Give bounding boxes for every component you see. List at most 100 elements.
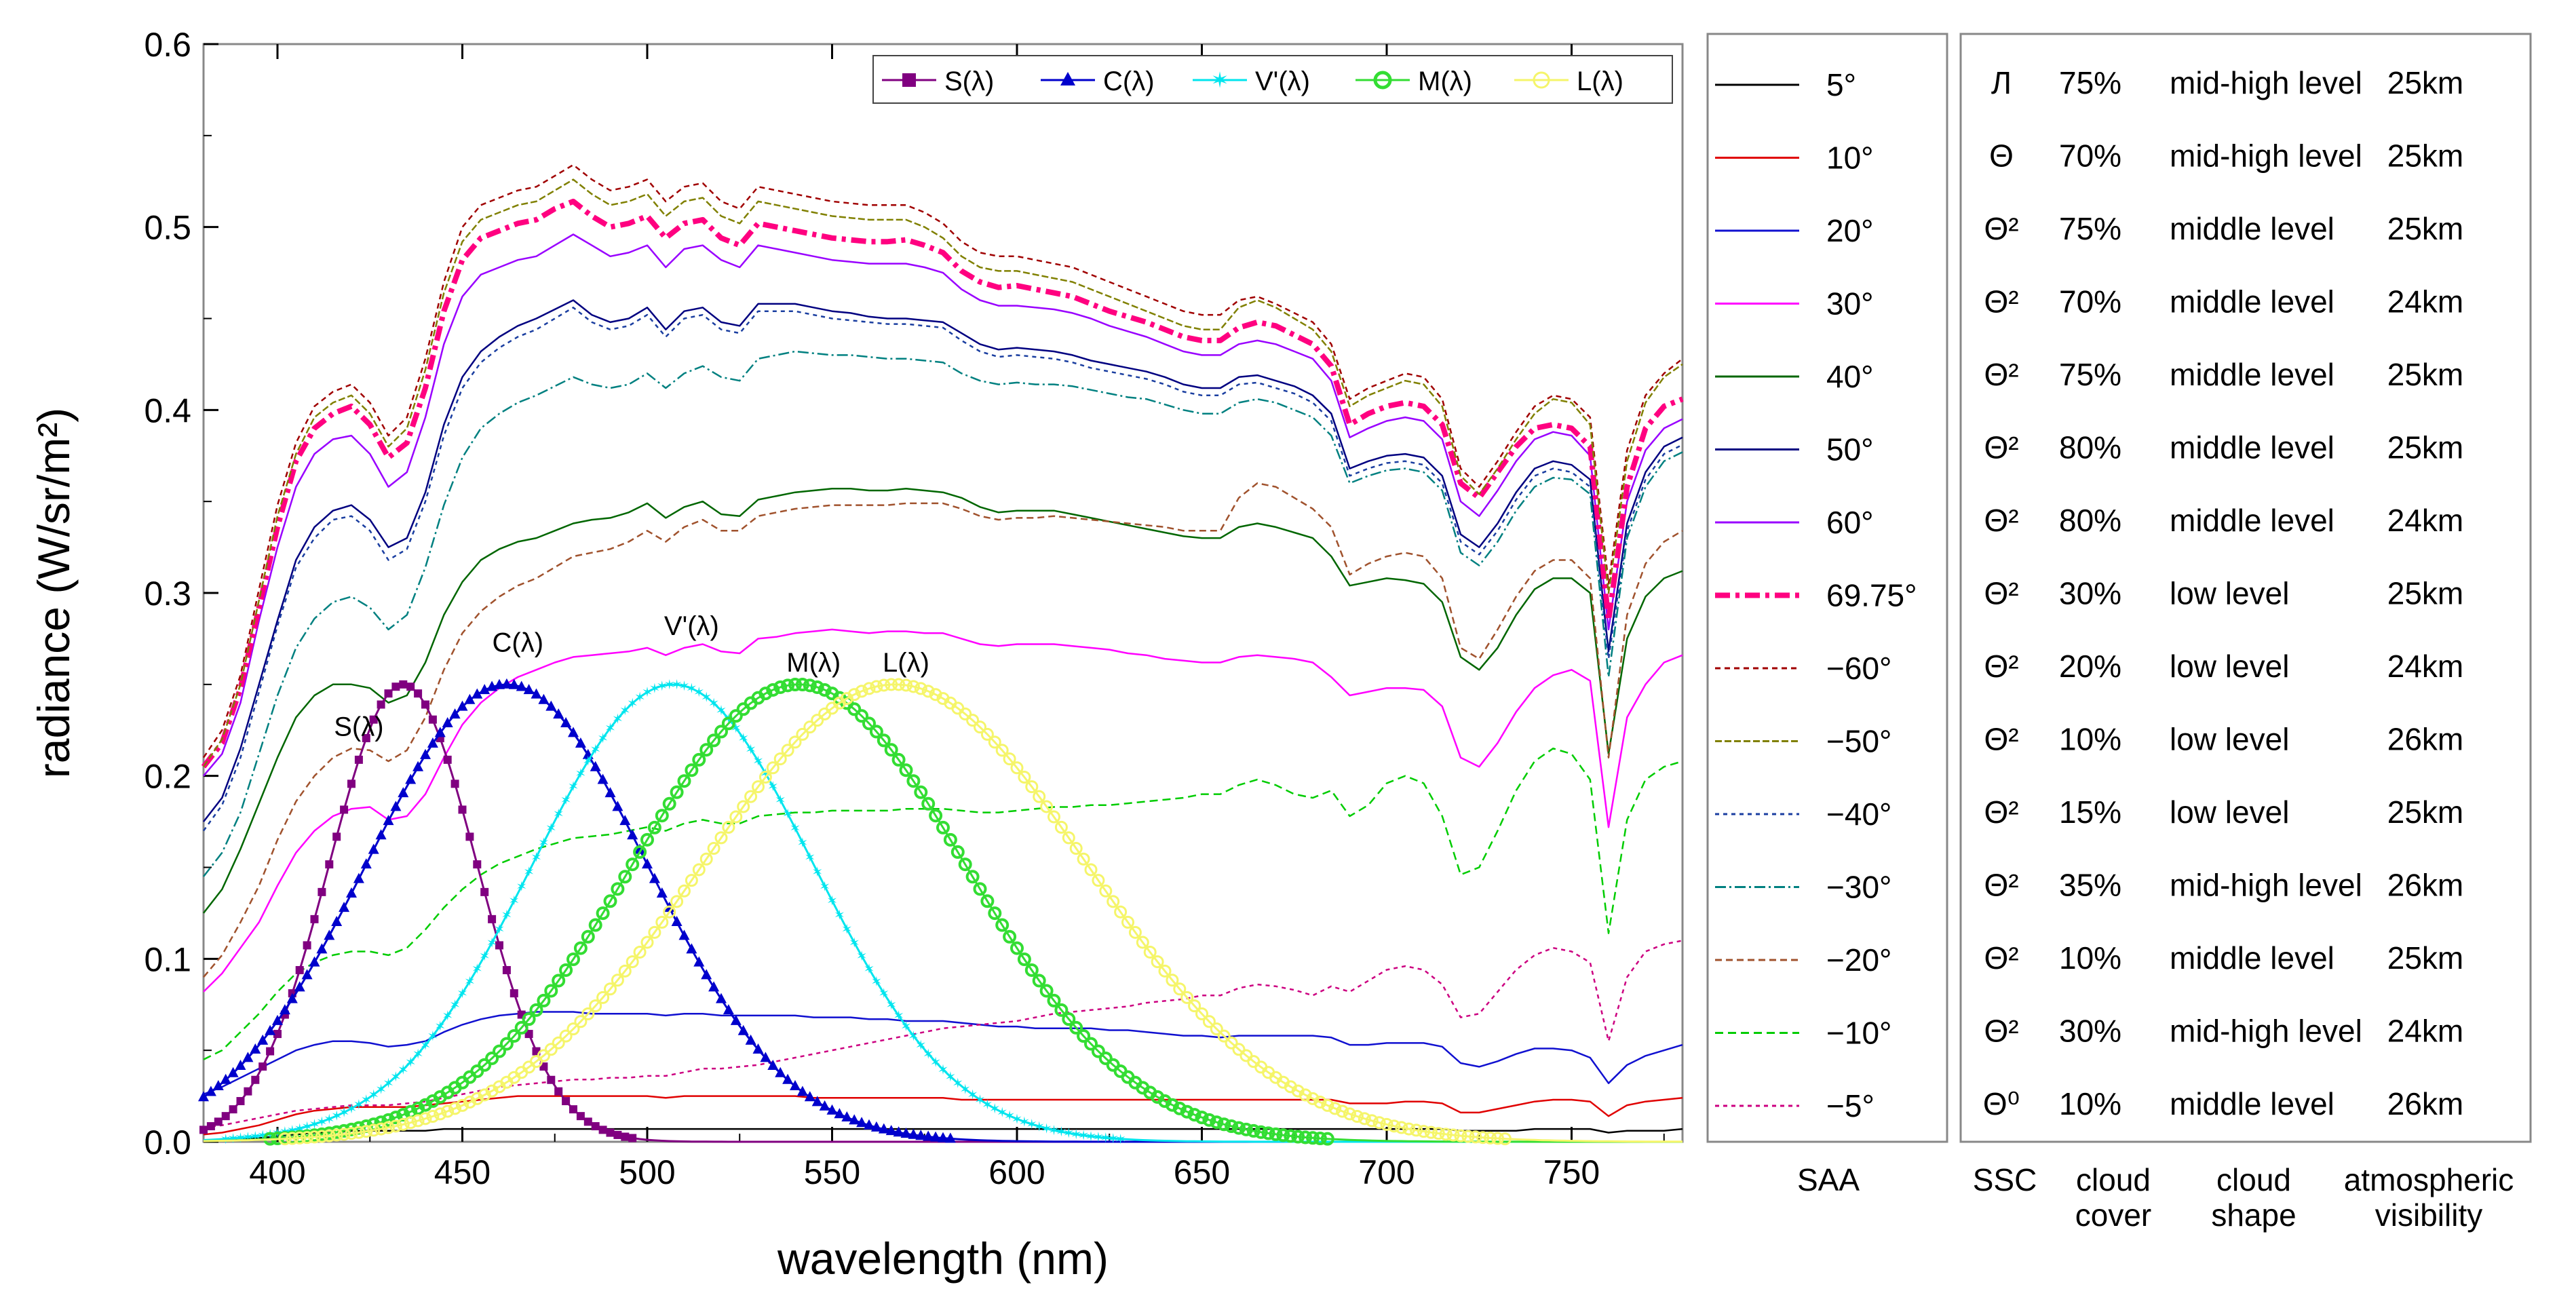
bandpass-marker [1032, 974, 1046, 988]
saa-legend-label: 50° [1826, 432, 1874, 467]
bandpass-marker [1387, 1119, 1401, 1133]
bandpass-marker [545, 700, 557, 711]
bandpass-marker [642, 858, 653, 869]
bandpass-marker: ✶ [1026, 1117, 1037, 1132]
conditions-cell: mid-high level [2170, 868, 2362, 903]
bandpass-marker [346, 887, 357, 898]
bandpass-marker [1107, 895, 1120, 908]
bandpass-marker [1239, 1122, 1253, 1136]
bandpass-marker [251, 1075, 260, 1084]
bandpass-marker [1306, 1131, 1320, 1145]
bandpass-marker [568, 727, 579, 737]
bandpass-marker: ✶ [398, 1062, 409, 1077]
bandpass-marker: ✶ [346, 1102, 358, 1117]
conditions-cell: low level [2170, 576, 2289, 611]
conditions-cell: Θ² [1984, 1014, 2018, 1049]
bandpass-marker [1320, 1132, 1334, 1146]
conditions-cell: 30% [2059, 576, 2121, 611]
bandpass-marker [737, 1024, 749, 1035]
bandpass-marker: ✶ [494, 922, 505, 937]
bandpass-curve-label: M(λ) [786, 648, 841, 678]
bandpass-marker [367, 1123, 381, 1137]
bandpass-marker [1017, 952, 1031, 966]
bandpass-marker: ✶ [360, 1093, 372, 1108]
bandpass-marker [906, 680, 920, 693]
spectrum-line [202, 178, 1683, 767]
bandpass-marker [523, 684, 535, 695]
bandpass-marker [345, 1127, 358, 1140]
bandpass-marker [856, 1117, 868, 1128]
bandpass-marker [1484, 1131, 1497, 1144]
conditions-cell: Θ² [1984, 576, 2018, 611]
bandpass-marker: ✶ [449, 998, 461, 1013]
spectrum-line [203, 1095, 1683, 1136]
bandpass-marker [597, 773, 609, 784]
bandpass-marker [458, 805, 467, 814]
bandpass-marker: ✶ [790, 822, 801, 836]
bandpass-marker [908, 1128, 919, 1139]
conditions-header: visibility [2375, 1197, 2482, 1233]
spectrum-line [203, 628, 1683, 993]
bandpass-marker: ✶ [464, 974, 476, 989]
bandpass-marker [559, 963, 573, 977]
bandpass-marker [921, 796, 936, 811]
bandpass-marker [199, 1126, 208, 1134]
bandpass-marker [419, 1112, 432, 1126]
x-tick-label: 700 [1358, 1153, 1415, 1191]
bandpass-marker [295, 965, 304, 974]
legend-swatch-marker [1373, 71, 1392, 90]
bandpass-marker [347, 780, 355, 788]
bandpass-marker [507, 1029, 521, 1043]
spectrum-line [203, 482, 1683, 978]
bandpass-marker [257, 1034, 269, 1045]
bandpass-marker [627, 829, 638, 840]
bandpass-marker [537, 993, 551, 1007]
bandpass-marker [847, 688, 861, 701]
bandpass-marker [613, 1130, 622, 1139]
bandpass-marker [938, 1132, 948, 1142]
bandpass-marker [510, 989, 518, 998]
bandpass-marker [529, 1003, 543, 1017]
spectrum-line [203, 299, 1683, 822]
bandpass-marker [1033, 790, 1046, 803]
bandpass-marker [604, 982, 617, 996]
bandpass-marker [892, 678, 906, 691]
bandpass-marker: ✶ [538, 836, 550, 851]
bandpass-marker [752, 1043, 764, 1054]
bandpass-marker [310, 915, 319, 923]
bandpass-marker: ✶ [412, 1047, 424, 1062]
saa-legend-label: 20° [1826, 213, 1874, 248]
bandpass-marker: ✶ [642, 685, 653, 700]
x-tick-label: 500 [619, 1153, 675, 1191]
bandpass-marker [472, 688, 483, 699]
bandpass-marker [583, 1117, 592, 1126]
bandpass-marker [573, 941, 588, 955]
bandpass-marker [677, 774, 691, 788]
saa-legend-label: 60° [1826, 505, 1874, 540]
bandpass-marker [1276, 1128, 1290, 1142]
saa-legend-label: −10° [1826, 1016, 1891, 1051]
bandpass-marker [619, 815, 631, 826]
bandpass-marker [266, 1047, 275, 1056]
bandpass-marker [656, 887, 668, 898]
bandpass-marker [795, 677, 809, 691]
bandpass-marker [524, 1030, 533, 1039]
bandpass-marker [396, 1117, 410, 1131]
bandpass-marker [995, 918, 1010, 932]
bandpass-marker [804, 1091, 815, 1102]
x-tick-label: 400 [249, 1153, 305, 1191]
bandpass-marker [885, 678, 898, 691]
saa-legend-label: 69.75° [1826, 578, 1917, 613]
bandpass-marker [944, 1132, 956, 1143]
y-tick-label: 0.0 [144, 1123, 191, 1161]
conditions-cell: mid-high level [2170, 138, 2362, 174]
conditions-cell: 24km [2387, 503, 2463, 538]
conditions-cell: 75% [2059, 211, 2121, 246]
bandpass-marker: ✶ [331, 1109, 343, 1124]
bandpass-marker [501, 678, 512, 689]
bandpass-marker [427, 737, 438, 748]
conditions-cell: 20% [2059, 649, 2121, 684]
bandpass-marker [1099, 884, 1113, 898]
bandpass-marker [382, 1121, 395, 1134]
bandpass-marker: ✶ [1033, 1119, 1045, 1134]
